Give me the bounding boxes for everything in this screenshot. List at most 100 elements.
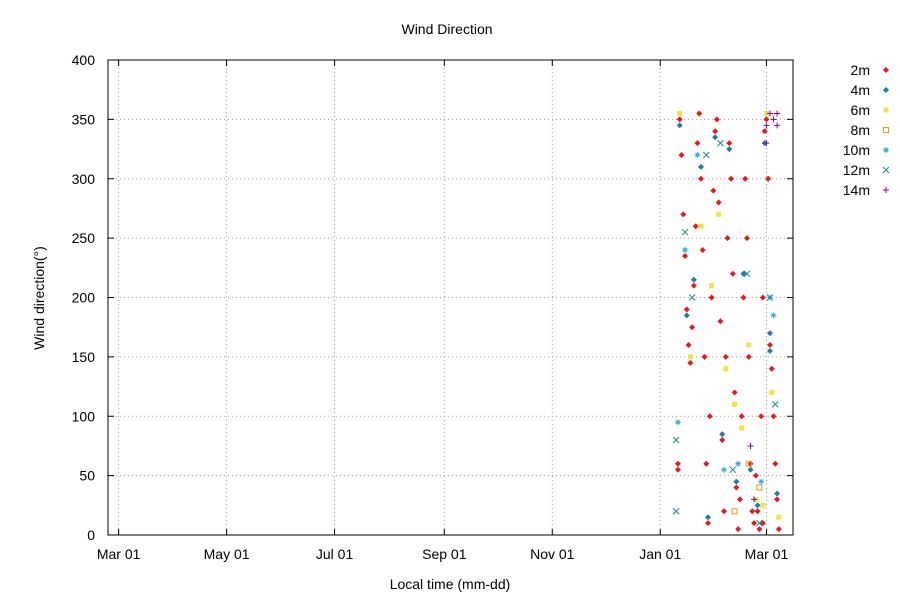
data-point: [763, 110, 769, 116]
legend-marker: [883, 147, 889, 153]
data-point: [723, 366, 729, 372]
data-point: [740, 294, 747, 301]
data-point: [717, 139, 724, 147]
data-point: [681, 228, 689, 236]
data-point: [731, 508, 738, 515]
data-point: [729, 466, 737, 474]
data-point: [697, 163, 704, 170]
data-point: [756, 526, 763, 533]
data-point: [682, 252, 689, 259]
data-point: [742, 175, 749, 182]
data-point: [680, 211, 687, 218]
data-point: [698, 223, 704, 229]
data-point: [717, 318, 724, 325]
legend-label: 10m: [843, 142, 870, 158]
data-point: [746, 342, 752, 348]
data-point: [722, 353, 729, 360]
data-point: [715, 199, 722, 206]
data-point: [752, 472, 759, 479]
data-point: [758, 413, 765, 420]
data-point: [731, 389, 738, 396]
chart-title: Wind Direction: [401, 21, 492, 37]
data-point: [758, 478, 765, 485]
x-tick-label: Jan 01: [639, 546, 681, 562]
data-point: [692, 223, 699, 230]
data-point: [756, 484, 763, 491]
data-point: [694, 152, 701, 158]
series-14m: [747, 110, 781, 503]
data-point: [689, 324, 696, 331]
y-tick-label: 400: [72, 52, 96, 68]
data-point: [769, 390, 775, 395]
data-point: [683, 312, 690, 319]
data-point: [678, 152, 685, 158]
data-point: [682, 247, 689, 253]
series-10m: [674, 152, 777, 485]
data-point: [724, 235, 731, 242]
y-tick-label: 350: [72, 111, 96, 127]
data-point: [687, 359, 694, 366]
legend-marker: [883, 187, 889, 193]
data-point: [736, 496, 743, 503]
data-point: [771, 401, 779, 408]
data-point: [674, 466, 681, 473]
data-point: [747, 442, 754, 449]
legend-marker: [883, 127, 889, 133]
data-point: [743, 235, 750, 242]
x-axis-ticks: Mar 01 May 01 Jul 01 Sep 01 Nov 01 Jan 01 Mar …: [97, 60, 788, 562]
data-point: [690, 276, 697, 283]
data-point: [765, 175, 772, 182]
data-point: [776, 514, 782, 520]
data-point: [738, 413, 745, 420]
data-point: [726, 146, 733, 153]
data-point: [705, 514, 712, 521]
legend-label: 14m: [843, 182, 870, 198]
data-point: [672, 436, 680, 444]
data-point: [710, 187, 717, 194]
data-point: [770, 116, 777, 123]
data-point: [763, 122, 770, 129]
data-point: [763, 116, 770, 123]
data-point: [732, 401, 738, 407]
data-point: [745, 353, 752, 360]
data-point: [775, 526, 782, 533]
data-point: [766, 342, 773, 348]
x-tick-label: Jul 01: [316, 546, 354, 562]
data-point: [759, 294, 766, 301]
data-point: [735, 460, 742, 467]
data-point: [774, 496, 781, 503]
series-2m: [674, 110, 782, 533]
data-point: [672, 507, 680, 515]
data-point: [702, 151, 710, 159]
x-tick-label: Mar 01: [97, 546, 141, 562]
y-tick-label: 100: [72, 408, 96, 424]
data-point: [754, 502, 761, 509]
data-point: [709, 283, 715, 289]
data-point: [676, 116, 683, 123]
data-point: [751, 496, 758, 503]
data-point: [690, 282, 697, 289]
y-axis-ticks: 0 50 100 150 200 250 300 350 400: [72, 52, 793, 543]
data-point: [772, 460, 779, 467]
legend-marker: [883, 87, 889, 93]
data-point: [677, 110, 683, 116]
data-point: [768, 365, 775, 372]
data-point: [739, 425, 745, 431]
data-point: [674, 419, 681, 426]
data-point: [766, 294, 774, 301]
y-tick-label: 300: [72, 171, 96, 187]
plot-frame: [107, 59, 794, 536]
data-point: [729, 270, 736, 277]
data-point: [733, 484, 740, 491]
legend-label: 12m: [843, 162, 870, 178]
data-point: [708, 294, 715, 301]
data-point: [674, 460, 681, 467]
data-point: [683, 306, 690, 313]
y-tick-label: 250: [72, 230, 96, 246]
data-point: [766, 110, 773, 117]
data-point: [720, 508, 727, 515]
data-point: [676, 122, 683, 129]
data-point: [687, 354, 693, 360]
legend-label: 4m: [851, 82, 870, 98]
